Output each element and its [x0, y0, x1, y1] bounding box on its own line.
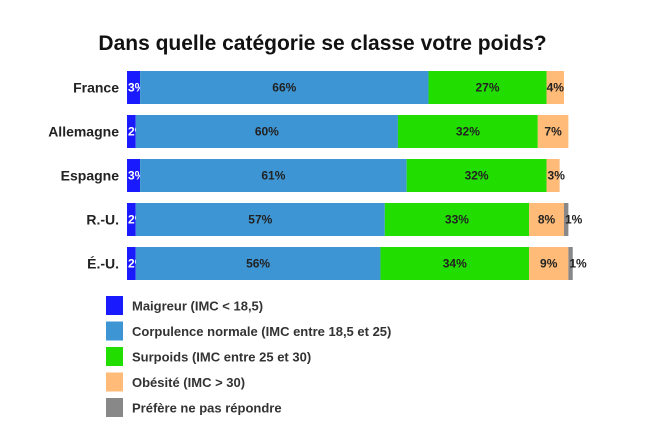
chart-title: Dans quelle catégorie se classe votre po… [98, 32, 547, 55]
bar-segment [140, 159, 407, 192]
data-label: 61% [261, 169, 285, 183]
data-label: 27% [476, 81, 500, 95]
bar-segment [127, 159, 141, 192]
data-label: 1% [569, 257, 587, 271]
data-label: 56% [246, 257, 270, 271]
bar-segment [546, 71, 564, 104]
bar-segment [380, 247, 530, 280]
data-label: 32% [465, 169, 489, 183]
data-label: 9% [540, 257, 558, 271]
data-label: 60% [255, 125, 279, 139]
bar-segment [127, 203, 136, 236]
bar-segment [140, 71, 429, 104]
legend-label: Maigreur (IMC < 18,5) [132, 299, 263, 314]
legend-label: Corpulence normale (IMC entre 18,5 et 25… [132, 324, 391, 339]
data-label: 7% [544, 125, 562, 139]
data-label: 1% [565, 213, 583, 227]
data-label: 3% [548, 169, 566, 183]
bar-segment [529, 247, 569, 280]
legend-label: Obésité (IMC > 30) [132, 375, 245, 390]
data-label: 8% [538, 213, 556, 227]
bar-segment [127, 115, 136, 148]
bar-segment [529, 203, 564, 236]
bar-segment [568, 247, 573, 280]
category-label: R.-U. [86, 212, 119, 228]
legend-swatch [106, 398, 123, 417]
legend-swatch [106, 296, 123, 315]
category-label: Allemagne [48, 124, 119, 140]
bar-segment [127, 247, 136, 280]
bar-segment [428, 71, 547, 104]
category-label: Espagne [61, 168, 120, 184]
legend-swatch [106, 347, 123, 366]
bar-segment [135, 247, 381, 280]
legend-label: Préfère ne pas répondre [132, 401, 282, 416]
bar-segment [546, 159, 560, 192]
data-label: 4% [547, 81, 565, 95]
legend-swatch [106, 372, 123, 392]
bar-segment [127, 71, 141, 104]
category-label: France [73, 80, 119, 96]
bar-segment [384, 203, 530, 236]
bar-segment [135, 115, 398, 148]
category-label: É.-U. [87, 256, 119, 272]
bar-segment [397, 115, 538, 148]
data-label: 66% [272, 81, 296, 95]
bar-segment [564, 203, 569, 236]
bar-segment [135, 203, 385, 236]
bar-segment [537, 115, 569, 148]
legend-swatch [106, 321, 123, 341]
data-label: 32% [456, 125, 480, 139]
legend-label: Surpoids (IMC entre 25 et 30) [132, 350, 311, 365]
data-label: 33% [445, 213, 469, 227]
data-label: 57% [248, 213, 272, 227]
data-label: 34% [443, 257, 467, 271]
bar-segment [406, 159, 547, 192]
